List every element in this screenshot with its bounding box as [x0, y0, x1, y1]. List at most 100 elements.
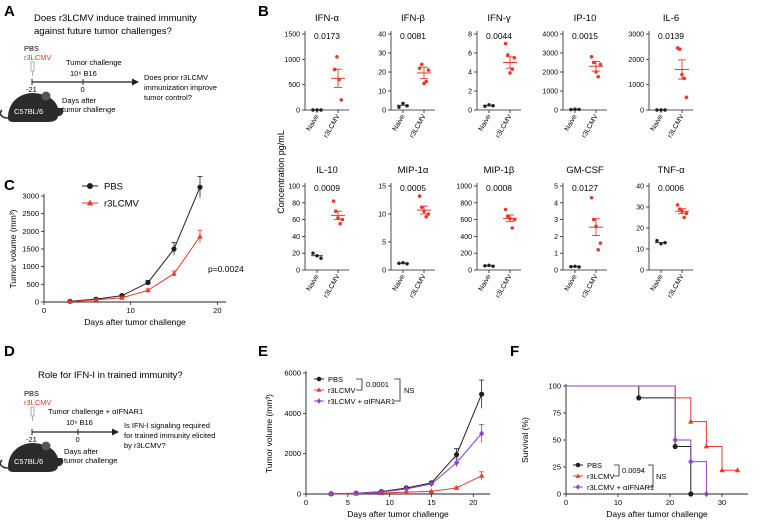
y-tick-label: 3000: [22, 192, 39, 201]
data-point: [145, 279, 151, 286]
legend-marker: [87, 183, 93, 189]
y-tick-label: 1000: [542, 89, 558, 96]
stat-p-value: 0.0094: [622, 466, 645, 475]
data-point: [353, 490, 359, 497]
survival-marker: [703, 443, 710, 449]
panel-letter-d: D: [4, 343, 15, 360]
d-question: Role for IFN-I in trained immunity?: [38, 370, 183, 381]
x-tick-label: 0: [42, 306, 46, 315]
a-outcome-1: Does prior r3LCMV: [144, 73, 208, 82]
cytokine-chart-ip-10: IP-10 0.0015 0 1000 2000 3000 4000 Naive r3LCMV: [542, 13, 607, 139]
survival-marker: [734, 467, 741, 473]
cytokine-chart-ifn-: IFN-γ 0.0044 0 2 4 6 8 Naive r3LCMV: [468, 13, 521, 139]
y-tick-label: 600: [460, 217, 472, 224]
y-tick-label: 0: [468, 268, 472, 275]
data-point-r3lcmv: [596, 248, 600, 252]
p-value-label: 0.0139: [658, 31, 684, 41]
y-tick-label: 0: [297, 490, 301, 499]
a-pbs-label: PBS: [24, 44, 39, 53]
mouse-icon: C57BL/6: [0, 441, 64, 472]
x-axis-label: Days after tumor challenge: [84, 317, 186, 327]
chart-title: MIP-1β: [484, 165, 515, 176]
y-tick-label: 0: [640, 268, 644, 275]
p-value-label: 0.0173: [314, 31, 340, 41]
y-tick-label: 0: [468, 108, 472, 115]
data-point-r3lcmv: [340, 217, 345, 222]
y-tick-label: 2500: [22, 209, 39, 218]
data-point-r3lcmv: [338, 222, 343, 226]
y-tick-label: 4: [554, 200, 558, 207]
data-point: [67, 298, 73, 304]
x-tick-label: 10: [126, 306, 134, 315]
y-tick-label: 80: [292, 200, 300, 207]
data-point-r3lcmv: [589, 195, 594, 200]
y-tick-label: 400: [460, 234, 472, 241]
stat-bracket: [648, 464, 654, 488]
data-point-r3lcmv: [510, 226, 514, 230]
chart-title: IL-10: [316, 165, 338, 176]
x-category-label: r3LCMV: [323, 113, 342, 139]
data-point-naive: [311, 251, 315, 255]
y-tick-label: 1500: [284, 32, 300, 39]
mouse-icon: C57BL/6: [0, 91, 64, 122]
series-line: [331, 393, 483, 495]
x-category-label: Naive: [650, 273, 665, 292]
stat-bracket: [394, 378, 401, 402]
chart-title: IP-10: [574, 13, 597, 24]
data-point: [93, 296, 99, 302]
y-tick-label: 40: [378, 32, 386, 39]
data-point-r3lcmv: [684, 95, 689, 100]
data-point: [171, 270, 177, 276]
y-tick-label: 60: [292, 217, 300, 224]
a-b16-label: 10⁶ B16: [70, 69, 97, 78]
panel-letter-b: B: [258, 3, 269, 20]
y-tick-label: 200: [460, 251, 472, 258]
y-tick-label: 2000: [542, 70, 558, 77]
a-timeline-arrowhead: [132, 78, 139, 86]
y-tick-label: 3: [554, 217, 558, 224]
chart-title: TNF-α: [657, 165, 685, 176]
y-tick-label: 5: [554, 184, 558, 191]
chart-title: IFN-γ: [487, 13, 510, 24]
survival-marker: [672, 443, 678, 450]
p-value-label: 0.0015: [572, 31, 598, 41]
b-ylabel: Concentration pg/mL: [276, 130, 286, 214]
y-tick-label: 20: [292, 251, 300, 258]
survival-marker: [636, 395, 642, 401]
data-point-r3lcmv: [675, 203, 680, 207]
survival-curve: [566, 385, 692, 494]
x-category-label: r3LCMV: [581, 113, 600, 139]
x-category-label: r3LCMV: [667, 113, 686, 139]
p-value-label: 0.0127: [572, 183, 598, 193]
data-point-r3lcmv: [682, 76, 686, 81]
y-tick-label: 8: [468, 32, 472, 39]
d-days-after-2: tumor challenge: [64, 456, 117, 465]
data-point: [479, 391, 485, 397]
stat-ns: NS: [404, 386, 414, 395]
data-point-r3lcmv: [503, 207, 508, 212]
d-t-start: -21: [26, 435, 37, 444]
data-point-naive: [405, 262, 409, 266]
data-point: [328, 490, 334, 497]
y-tick-label: 500: [26, 280, 39, 289]
x-category-label: Naive: [478, 113, 493, 132]
stat-p-value: 0.0001: [366, 380, 389, 389]
d-outcome-1: Is IFN-I signaling required: [124, 421, 210, 430]
legend-label: r3LCMV + αIFNAR1: [587, 483, 654, 492]
cytokine-chart-gm-csf: GM-CSF 0.0127 0 1 2 3 4 5 Naive r3LCMV: [554, 165, 607, 299]
syringe-icon: [30, 406, 35, 421]
chart-title: MIP-1α: [398, 165, 429, 176]
legend-marker: [316, 387, 322, 392]
y-axis-label: Tumor volume (mm³): [264, 394, 274, 473]
d-b16-label: 10⁶ B16: [66, 418, 93, 427]
data-point-r3lcmv: [426, 212, 431, 216]
a-question-line1: Does r3LCMV induce trained immunity: [34, 13, 197, 24]
y-tick-label: 30: [378, 51, 386, 58]
series-r3lcmv: [67, 229, 203, 304]
data-point-r3lcmv: [598, 241, 603, 245]
a-t-zero: 0: [81, 85, 85, 94]
a-challenge-label: Tumor challenge: [66, 58, 122, 67]
cytokine-chart-il-10: IL-10 0.0009 0 20 40 60 80 100 Naive r3LCMV: [288, 165, 349, 299]
series-pbs: [67, 176, 203, 304]
